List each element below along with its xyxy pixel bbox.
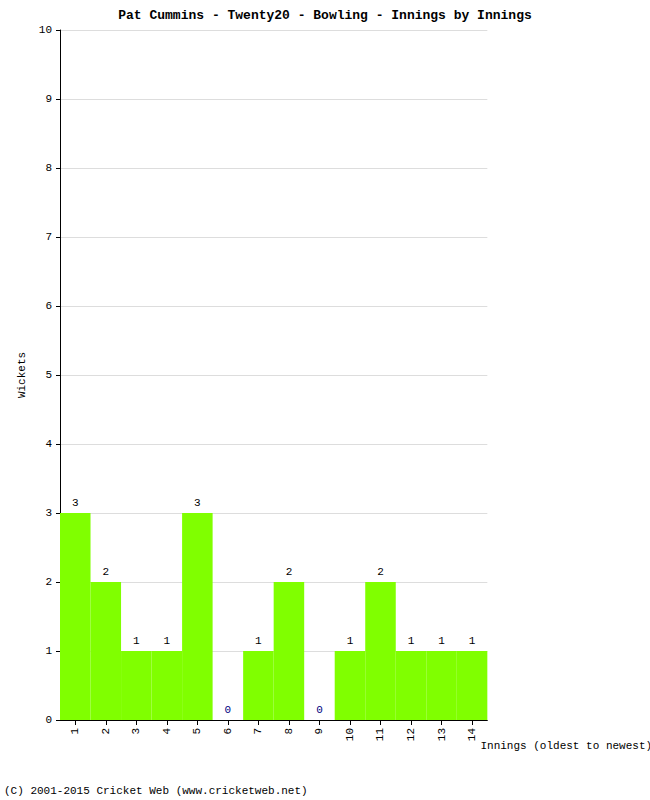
svg-text:0: 0 [45, 714, 52, 726]
svg-text:1: 1 [69, 728, 81, 735]
svg-text:Wickets: Wickets [16, 352, 28, 398]
svg-text:6: 6 [45, 300, 52, 312]
svg-text:9: 9 [45, 93, 52, 105]
svg-text:3: 3 [72, 497, 79, 509]
svg-text:8: 8 [45, 162, 52, 174]
svg-text:2: 2 [102, 566, 109, 578]
svg-text:10: 10 [344, 728, 356, 741]
svg-text:(C) 2001-2015 Cricket Web (www: (C) 2001-2015 Cricket Web (www.cricketwe… [4, 785, 308, 797]
svg-text:0: 0 [225, 704, 232, 716]
svg-text:1: 1 [45, 645, 52, 657]
svg-text:6: 6 [222, 728, 234, 735]
svg-text:Innings (oldest to newest): Innings (oldest to newest) [480, 740, 650, 752]
svg-text:Pat Cummins - Twenty20 - Bowli: Pat Cummins - Twenty20 - Bowling - Innin… [118, 8, 532, 23]
svg-text:1: 1 [255, 635, 262, 647]
svg-text:4: 4 [161, 728, 173, 735]
svg-text:1: 1 [347, 635, 354, 647]
svg-text:5: 5 [45, 369, 52, 381]
svg-text:8: 8 [283, 728, 295, 735]
svg-text:2: 2 [286, 566, 293, 578]
svg-text:1: 1 [133, 635, 140, 647]
svg-text:5: 5 [191, 728, 203, 735]
svg-text:1: 1 [164, 635, 171, 647]
svg-text:4: 4 [45, 438, 52, 450]
svg-text:11: 11 [374, 728, 386, 742]
svg-text:7: 7 [252, 728, 264, 735]
svg-text:3: 3 [130, 728, 142, 735]
svg-text:2: 2 [45, 576, 52, 588]
svg-text:1: 1 [438, 635, 445, 647]
svg-text:7: 7 [45, 231, 52, 243]
svg-text:2: 2 [100, 728, 112, 735]
svg-text:1: 1 [408, 635, 415, 647]
svg-text:1: 1 [469, 635, 476, 647]
svg-text:10: 10 [39, 24, 52, 36]
svg-text:3: 3 [45, 507, 52, 519]
svg-text:14: 14 [466, 728, 478, 742]
svg-text:12: 12 [405, 728, 417, 741]
svg-text:13: 13 [436, 728, 448, 741]
svg-text:9: 9 [313, 728, 325, 735]
svg-text:2: 2 [377, 566, 384, 578]
svg-text:0: 0 [316, 704, 323, 716]
svg-text:3: 3 [194, 497, 201, 509]
